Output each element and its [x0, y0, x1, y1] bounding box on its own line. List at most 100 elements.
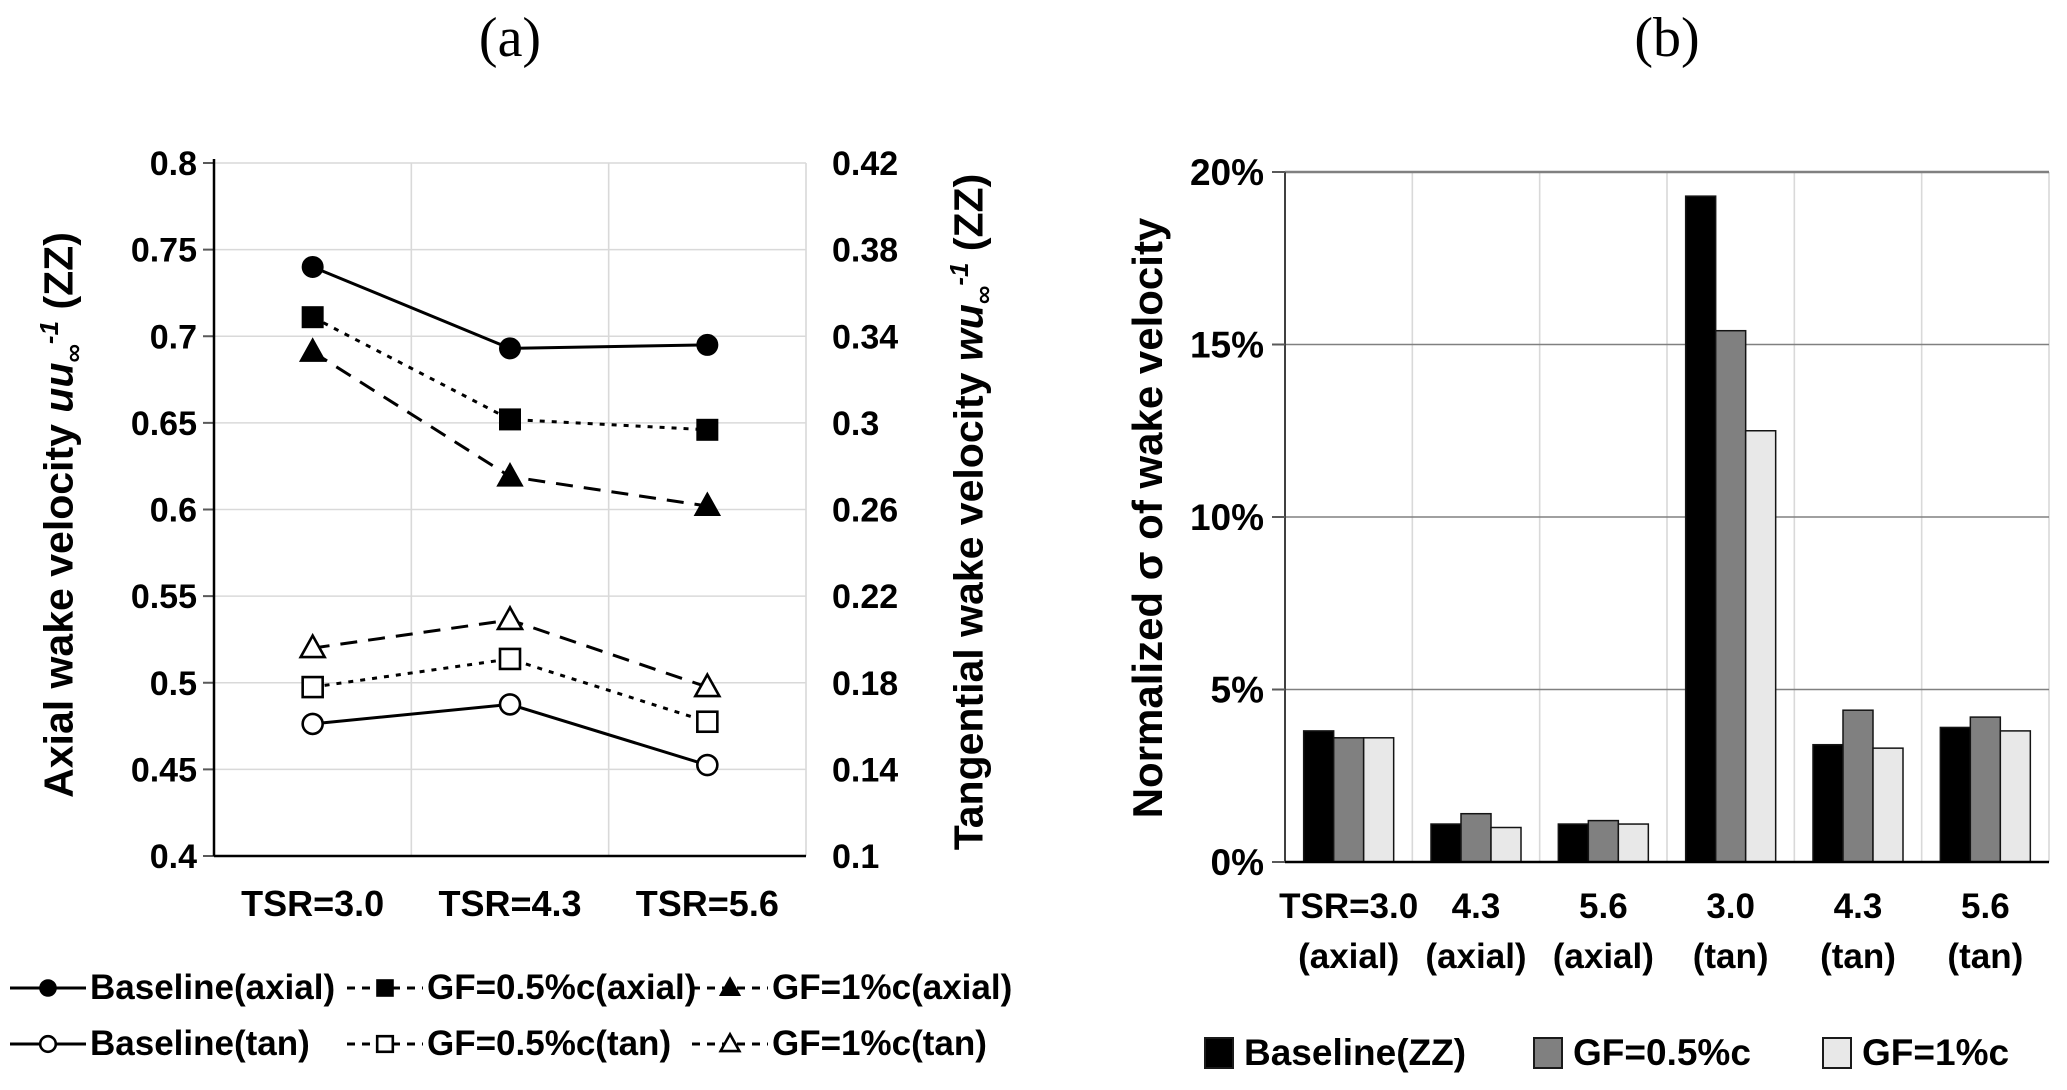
- x-category-label: 3.0 (tan): [1693, 887, 1769, 976]
- legend-glyph-open-circle-icon: [10, 1034, 86, 1054]
- left-axis-tick-label: 0.4: [150, 838, 197, 876]
- data-point-GF=1%c(axial): [298, 337, 327, 362]
- data-point-Baseline(axial): [499, 337, 521, 360]
- black-swatch-icon: [1204, 1037, 1234, 1069]
- data-point-GF=1%c(tan): [693, 671, 722, 698]
- data-point-Baseline(tan): [498, 693, 522, 716]
- legend-label: Baseline(ZZ): [1244, 1032, 1467, 1073]
- legend-line-chart: Baseline(axial) GF=0.5%c(axial) GF=1%c(a…: [8, 960, 1018, 1072]
- bar-GF=0.5%c: [1332, 737, 1365, 863]
- axis-title-variable: wu: [945, 304, 992, 362]
- axis-title-superscript: -1: [34, 320, 64, 345]
- data-point-Baseline(axial): [301, 255, 324, 278]
- legend-label: Baseline(axial): [90, 968, 336, 1007]
- data-point-GF=0.5%c(axial): [499, 408, 521, 431]
- bar-GF=1%c: [1362, 737, 1395, 863]
- legend-item-gf1-tan: GF=1%c(tan): [690, 1024, 1018, 1064]
- bar-GF=1%c: [1999, 730, 2032, 863]
- y-axis-tick-label: 5%: [1211, 670, 1264, 711]
- x-category-label: TSR=4.3: [438, 883, 581, 924]
- legend-bar-chart: Baseline(ZZ) GF=0.5%c GF=1%c: [1204, 1032, 2064, 1074]
- legend-item-baseline-tan: Baseline(tan): [8, 1024, 345, 1064]
- right-axis-tick-label: 0.34: [832, 318, 898, 356]
- axis-title-normalized-sigma: Normalized σ of wake velocity: [1124, 217, 1171, 819]
- axis-title-subscript: ∞: [57, 344, 88, 363]
- series-line-GF=0.5%c(tan): [312, 657, 708, 724]
- right-axis-tick-label: 0.14: [832, 751, 898, 789]
- right-axis-tick-label: 0.38: [832, 232, 898, 270]
- y-axis-tick-label: 15%: [1190, 325, 1264, 366]
- bar-Baseline(ZZ): [1684, 195, 1717, 863]
- x-category-label: 5.6 (axial): [1553, 887, 1654, 976]
- left-axis-tick-label: 0.6: [150, 492, 197, 530]
- legend-marker-circle: [38, 1034, 58, 1054]
- legend-item-gf05-tan: GF=0.5%c(tan): [345, 1024, 690, 1064]
- legend-marker-triangle: [718, 1031, 742, 1053]
- right-axis-tick-label: 0.42: [832, 145, 898, 183]
- y-axis-tick-label: 20%: [1190, 152, 1264, 193]
- right-axis-tick-label: 0.3: [832, 405, 879, 443]
- left-axis-tick-label: 0.55: [131, 578, 197, 616]
- legend-marker-triangle: [718, 976, 742, 997]
- bar-GF=0.5%c: [1714, 329, 1747, 863]
- y-axis-tick-label: 0%: [1211, 842, 1264, 883]
- bar-Baseline(ZZ): [1430, 823, 1462, 863]
- x-category-label: 4.3 (axial): [1425, 887, 1526, 976]
- data-point-GF=1%c(tan): [495, 604, 525, 631]
- bar-GF=0.5%c: [1842, 709, 1874, 863]
- data-point-GF=1%c(axial): [693, 491, 722, 517]
- bar-Baseline(ZZ): [1302, 730, 1335, 863]
- bar-Baseline(ZZ): [1939, 726, 1972, 863]
- data-point-GF=1%c(axial): [496, 462, 524, 487]
- x-category-label: TSR=3.0: [241, 883, 384, 924]
- series-line-GF=0.5%c(axial): [311, 315, 708, 432]
- bar-GF=1%c: [1617, 823, 1650, 863]
- bar-GF=0.5%c: [1969, 716, 2002, 863]
- legend-glyph-filled-triangle-icon: [692, 976, 768, 997]
- legend-label: GF=0.5%c(tan): [427, 1024, 672, 1063]
- legend-glyph-filled-square-icon: [347, 979, 423, 997]
- left-axis-tick-label: 0.75: [131, 232, 197, 270]
- axis-title-suffix: (ZZ): [35, 232, 82, 321]
- legend-item-gf05-axial: GF=0.5%c(axial): [345, 968, 696, 1008]
- legend-label: GF=1%c(tan): [772, 1024, 987, 1063]
- data-point-GF=0.5%c(tan): [696, 710, 719, 734]
- legend-item-baseline-axial: Baseline(axial): [8, 968, 345, 1008]
- right-axis-tick-label: 0.18: [832, 665, 898, 703]
- left-axis-tick-label: 0.7: [150, 318, 197, 356]
- bar-GF=0.5%c: [1587, 819, 1620, 863]
- lightgray-swatch-icon: [1822, 1037, 1852, 1069]
- axis-title-prefix: Axial wake velocity: [35, 412, 82, 798]
- legend-label: Baseline(tan): [90, 1024, 310, 1063]
- legend-glyph-open-triangle-icon: [692, 1031, 768, 1053]
- legend-label: GF=0.5%c(axial): [427, 968, 697, 1007]
- legend-label: GF=0.5%c: [1573, 1032, 1751, 1073]
- legend-marker-circle: [39, 979, 57, 997]
- axis-title-axial-wake-velocity: Axial wake velocity uu∞-1 (ZZ): [34, 150, 89, 880]
- data-point-GF=0.5%c(tan): [498, 647, 522, 671]
- legend-item-baseline-zz: Baseline(ZZ): [1204, 1032, 1533, 1074]
- axis-title-prefix: Tangential wake velocity: [945, 361, 992, 851]
- left-axis-tick-label: 0.45: [131, 751, 197, 789]
- axis-title-suffix: (ZZ): [945, 173, 992, 263]
- axis-title-subscript: ∞: [967, 285, 998, 305]
- bar-Baseline(ZZ): [1557, 823, 1590, 863]
- bar-GF=1%c: [1490, 826, 1522, 863]
- data-point-GF=0.5%c(axial): [696, 418, 719, 441]
- x-category-label: 4.3 (tan): [1820, 887, 1896, 976]
- left-axis-tick-label: 0.5: [150, 665, 197, 703]
- legend-label: GF=1%c(axial): [772, 968, 1013, 1007]
- legend-item-gf1: GF=1%c: [1822, 1032, 2064, 1074]
- right-axis-tick-label: 0.22: [832, 578, 898, 616]
- data-point-GF=0.5%c(tan): [301, 675, 324, 699]
- x-category-label: 5.6 (tan): [1947, 887, 2023, 976]
- left-axis-tick-label: 0.8: [150, 145, 197, 183]
- right-axis-tick-label: 0.1: [832, 838, 879, 876]
- legend-marker-square: [375, 1034, 395, 1054]
- data-point-Baseline(axial): [696, 333, 719, 356]
- x-category-label: TSR=3.0 (axial): [1279, 887, 1418, 976]
- axis-title-tangential-wake-velocity: Tangential wake velocity wu∞-1 (ZZ): [944, 140, 999, 884]
- data-point-GF=0.5%c(axial): [301, 306, 324, 329]
